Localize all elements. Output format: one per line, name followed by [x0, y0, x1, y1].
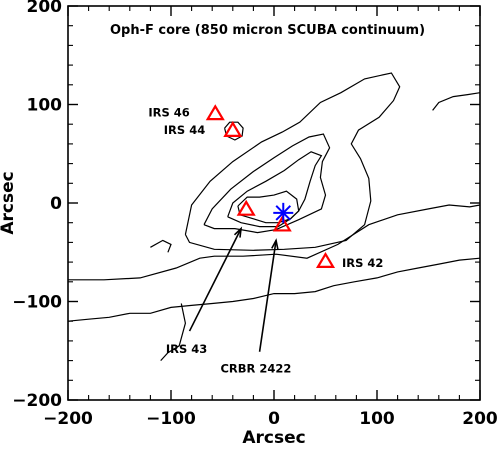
star-marker [273, 202, 294, 223]
contour-line [68, 204, 481, 281]
arrow-head [233, 226, 243, 238]
contour-line [150, 239, 172, 253]
axis-tick-labels: −200 −100 0 100 200 −200 −100 0 100 200 [12, 0, 497, 429]
triangle-marker [315, 251, 336, 268]
source-labels: IRS 46 IRS 44 IRS 42 IRS 43 CRBR 2422 [148, 105, 383, 375]
contour-line [67, 257, 481, 322]
y-tick-label: 100 [27, 96, 63, 116]
y-tick-label: 200 [27, 0, 63, 17]
arrow-line [258, 240, 277, 352]
contour-line [203, 133, 331, 234]
y-tick-label: 0 [50, 194, 62, 214]
source-label: IRS 42 [342, 256, 383, 270]
source-markers [205, 104, 336, 268]
contour-line [184, 72, 401, 251]
y-tick-label: −100 [12, 293, 62, 313]
plot-frame [67, 5, 481, 401]
contour-line [432, 92, 481, 111]
arrow-head [271, 238, 279, 250]
triangle-marker [236, 199, 256, 216]
axis-ticks [67, 5, 481, 401]
x-tick-label: −200 [43, 409, 93, 429]
source-label: IRS 46 [148, 105, 189, 119]
triangle-marker [205, 104, 225, 121]
triangle-marker [272, 215, 292, 232]
arrow-line [188, 228, 242, 332]
x-tick-label: −100 [146, 409, 196, 429]
y-tick-label: −200 [12, 391, 62, 411]
contour-lines [67, 72, 481, 362]
chart-title: Oph-F core (850 micron SCUBA continuum) [110, 23, 425, 38]
contour-line [237, 190, 300, 224]
x-tick-label: 200 [462, 409, 497, 429]
y-axis-label: Arcsec [0, 171, 18, 234]
x-tick-label: 0 [268, 409, 280, 429]
contour-line [227, 151, 323, 228]
annotation-arrows [188, 226, 279, 352]
triangle-marker [223, 120, 243, 137]
contour-line [160, 303, 187, 362]
x-tick-label: 100 [359, 409, 395, 429]
source-label: IRS 44 [164, 123, 205, 137]
x-axis-label: Arcsec [242, 428, 305, 448]
source-label: IRS 43 [166, 342, 207, 356]
source-label: CRBR 2422 [220, 361, 291, 375]
